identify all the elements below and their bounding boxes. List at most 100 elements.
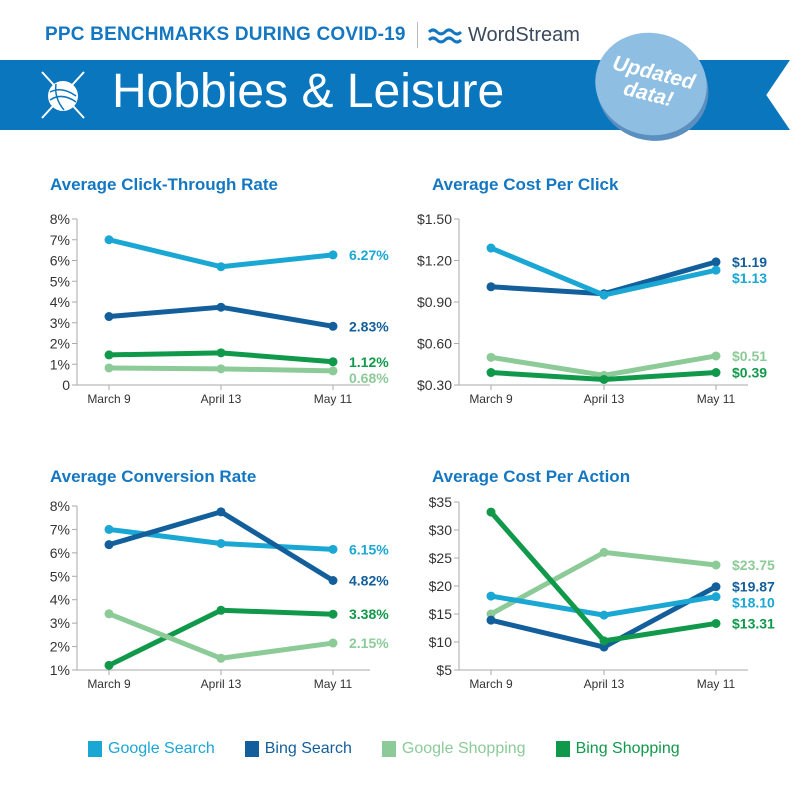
legend-label: Bing Search: [264, 740, 352, 757]
y-tick-label: $5: [436, 662, 452, 678]
y-tick-label: $1.20: [417, 253, 452, 269]
chart-title-cpc: Average Cost Per Click: [432, 175, 619, 194]
data-point: [599, 290, 609, 300]
header-divider: [417, 22, 418, 48]
legend-item-google-search: Google Search: [88, 740, 215, 758]
y-tick-label: $20: [429, 578, 453, 594]
chart-title-cpa: Average Cost Per Action: [432, 467, 631, 486]
y-tick-label: $1.50: [417, 211, 452, 227]
data-point: [216, 364, 226, 374]
data-point: [104, 350, 114, 360]
y-tick-label: $15: [429, 606, 453, 622]
data-point: [711, 592, 721, 602]
data-point: [328, 366, 338, 376]
y-tick-label: 8%: [50, 498, 70, 514]
data-point: [104, 540, 114, 550]
data-point: [104, 609, 114, 619]
legend-item-bing-shopping: Bing Shopping: [555, 740, 680, 758]
yarn-ball-icon: [41, 71, 85, 119]
data-point: [104, 660, 114, 670]
data-point: [104, 524, 114, 534]
data-point: [711, 560, 721, 570]
data-point: [328, 321, 338, 331]
end-value-label: 3.38%: [349, 606, 389, 622]
y-tick-label: $0.90: [417, 294, 452, 310]
data-point: [711, 618, 721, 628]
series-line-bing-shopping: [488, 509, 719, 644]
legend-swatch: [381, 741, 396, 757]
data-point: [486, 507, 496, 517]
data-point: [711, 368, 721, 378]
data-point: [486, 282, 496, 292]
data-point: [328, 544, 338, 554]
x-tick-label: May 11: [314, 392, 353, 406]
x-tick-label: May 11: [697, 677, 736, 691]
data-point: [486, 591, 496, 601]
data-point: [599, 374, 609, 384]
x-tick-label: March 9: [469, 677, 513, 691]
end-value-label: 6.27%: [349, 247, 389, 263]
data-point: [328, 609, 338, 619]
y-tick-label: 3%: [50, 315, 70, 331]
y-tick-label: 6%: [50, 253, 70, 269]
wave-icon: [428, 28, 462, 43]
chart-title-ctr: Average Click-Through Rate: [50, 175, 278, 194]
data-point: [328, 638, 338, 648]
end-value-label: 4.82%: [349, 573, 389, 589]
legend-label: Bing Shopping: [575, 740, 680, 757]
data-point: [216, 348, 226, 358]
data-point: [711, 351, 721, 361]
x-tick-label: May 11: [697, 392, 736, 406]
y-tick-label: 2%: [50, 639, 70, 655]
end-value-label: 2.83%: [349, 318, 389, 334]
data-point: [104, 312, 114, 322]
data-point: [216, 302, 226, 312]
y-tick-label: 4%: [50, 294, 70, 310]
end-value-label: $13.31: [732, 615, 775, 631]
end-value-label: 0.68%: [349, 370, 389, 386]
y-tick-label: $35: [429, 494, 453, 510]
data-point: [599, 636, 609, 646]
data-point: [486, 609, 496, 619]
y-tick-label: 3%: [50, 615, 70, 631]
data-point: [599, 610, 609, 620]
y-tick-label: 7%: [50, 232, 70, 248]
data-point: [599, 547, 609, 557]
y-tick-label: 5%: [50, 568, 70, 584]
legend-label: Google Search: [108, 740, 215, 757]
y-tick-label: 4%: [50, 592, 70, 608]
data-point: [104, 235, 114, 245]
data-point: [486, 352, 496, 362]
x-tick-label: April 13: [201, 677, 242, 691]
y-tick-label: $10: [429, 634, 453, 650]
data-point: [711, 265, 721, 275]
legend: Google Search Bing Search Google Shoppin…: [88, 740, 710, 758]
y-tick-label: 6%: [50, 545, 70, 561]
end-value-label: $23.75: [732, 557, 775, 573]
x-tick-label: March 9: [87, 677, 131, 691]
legend-swatch: [88, 741, 102, 757]
end-value-label: $0.39: [732, 365, 767, 381]
data-point: [216, 605, 226, 615]
end-value-label: 2.15%: [349, 635, 389, 651]
y-tick-label: 8%: [50, 211, 70, 227]
x-tick-label: March 9: [469, 392, 513, 406]
x-tick-label: April 13: [584, 392, 625, 406]
chart-title-conversion: Average Conversion Rate: [50, 467, 257, 486]
series-line-google-shopping: [106, 611, 336, 661]
y-tick-label: $25: [429, 550, 453, 566]
data-point: [711, 257, 721, 267]
y-tick-label: 0: [62, 377, 70, 393]
data-point: [328, 250, 338, 260]
legend-item-google-shopping: Google Shopping: [381, 740, 526, 758]
data-point: [328, 576, 338, 586]
x-tick-label: March 9: [87, 392, 131, 406]
data-point: [486, 243, 496, 253]
end-value-label: $19.87: [732, 579, 775, 595]
brand-name: WordStream: [468, 24, 580, 46]
end-value-label: $1.19: [732, 254, 767, 270]
x-tick-label: April 13: [584, 677, 625, 691]
page-title: Hobbies & Leisure: [112, 65, 505, 118]
data-point: [104, 363, 114, 373]
